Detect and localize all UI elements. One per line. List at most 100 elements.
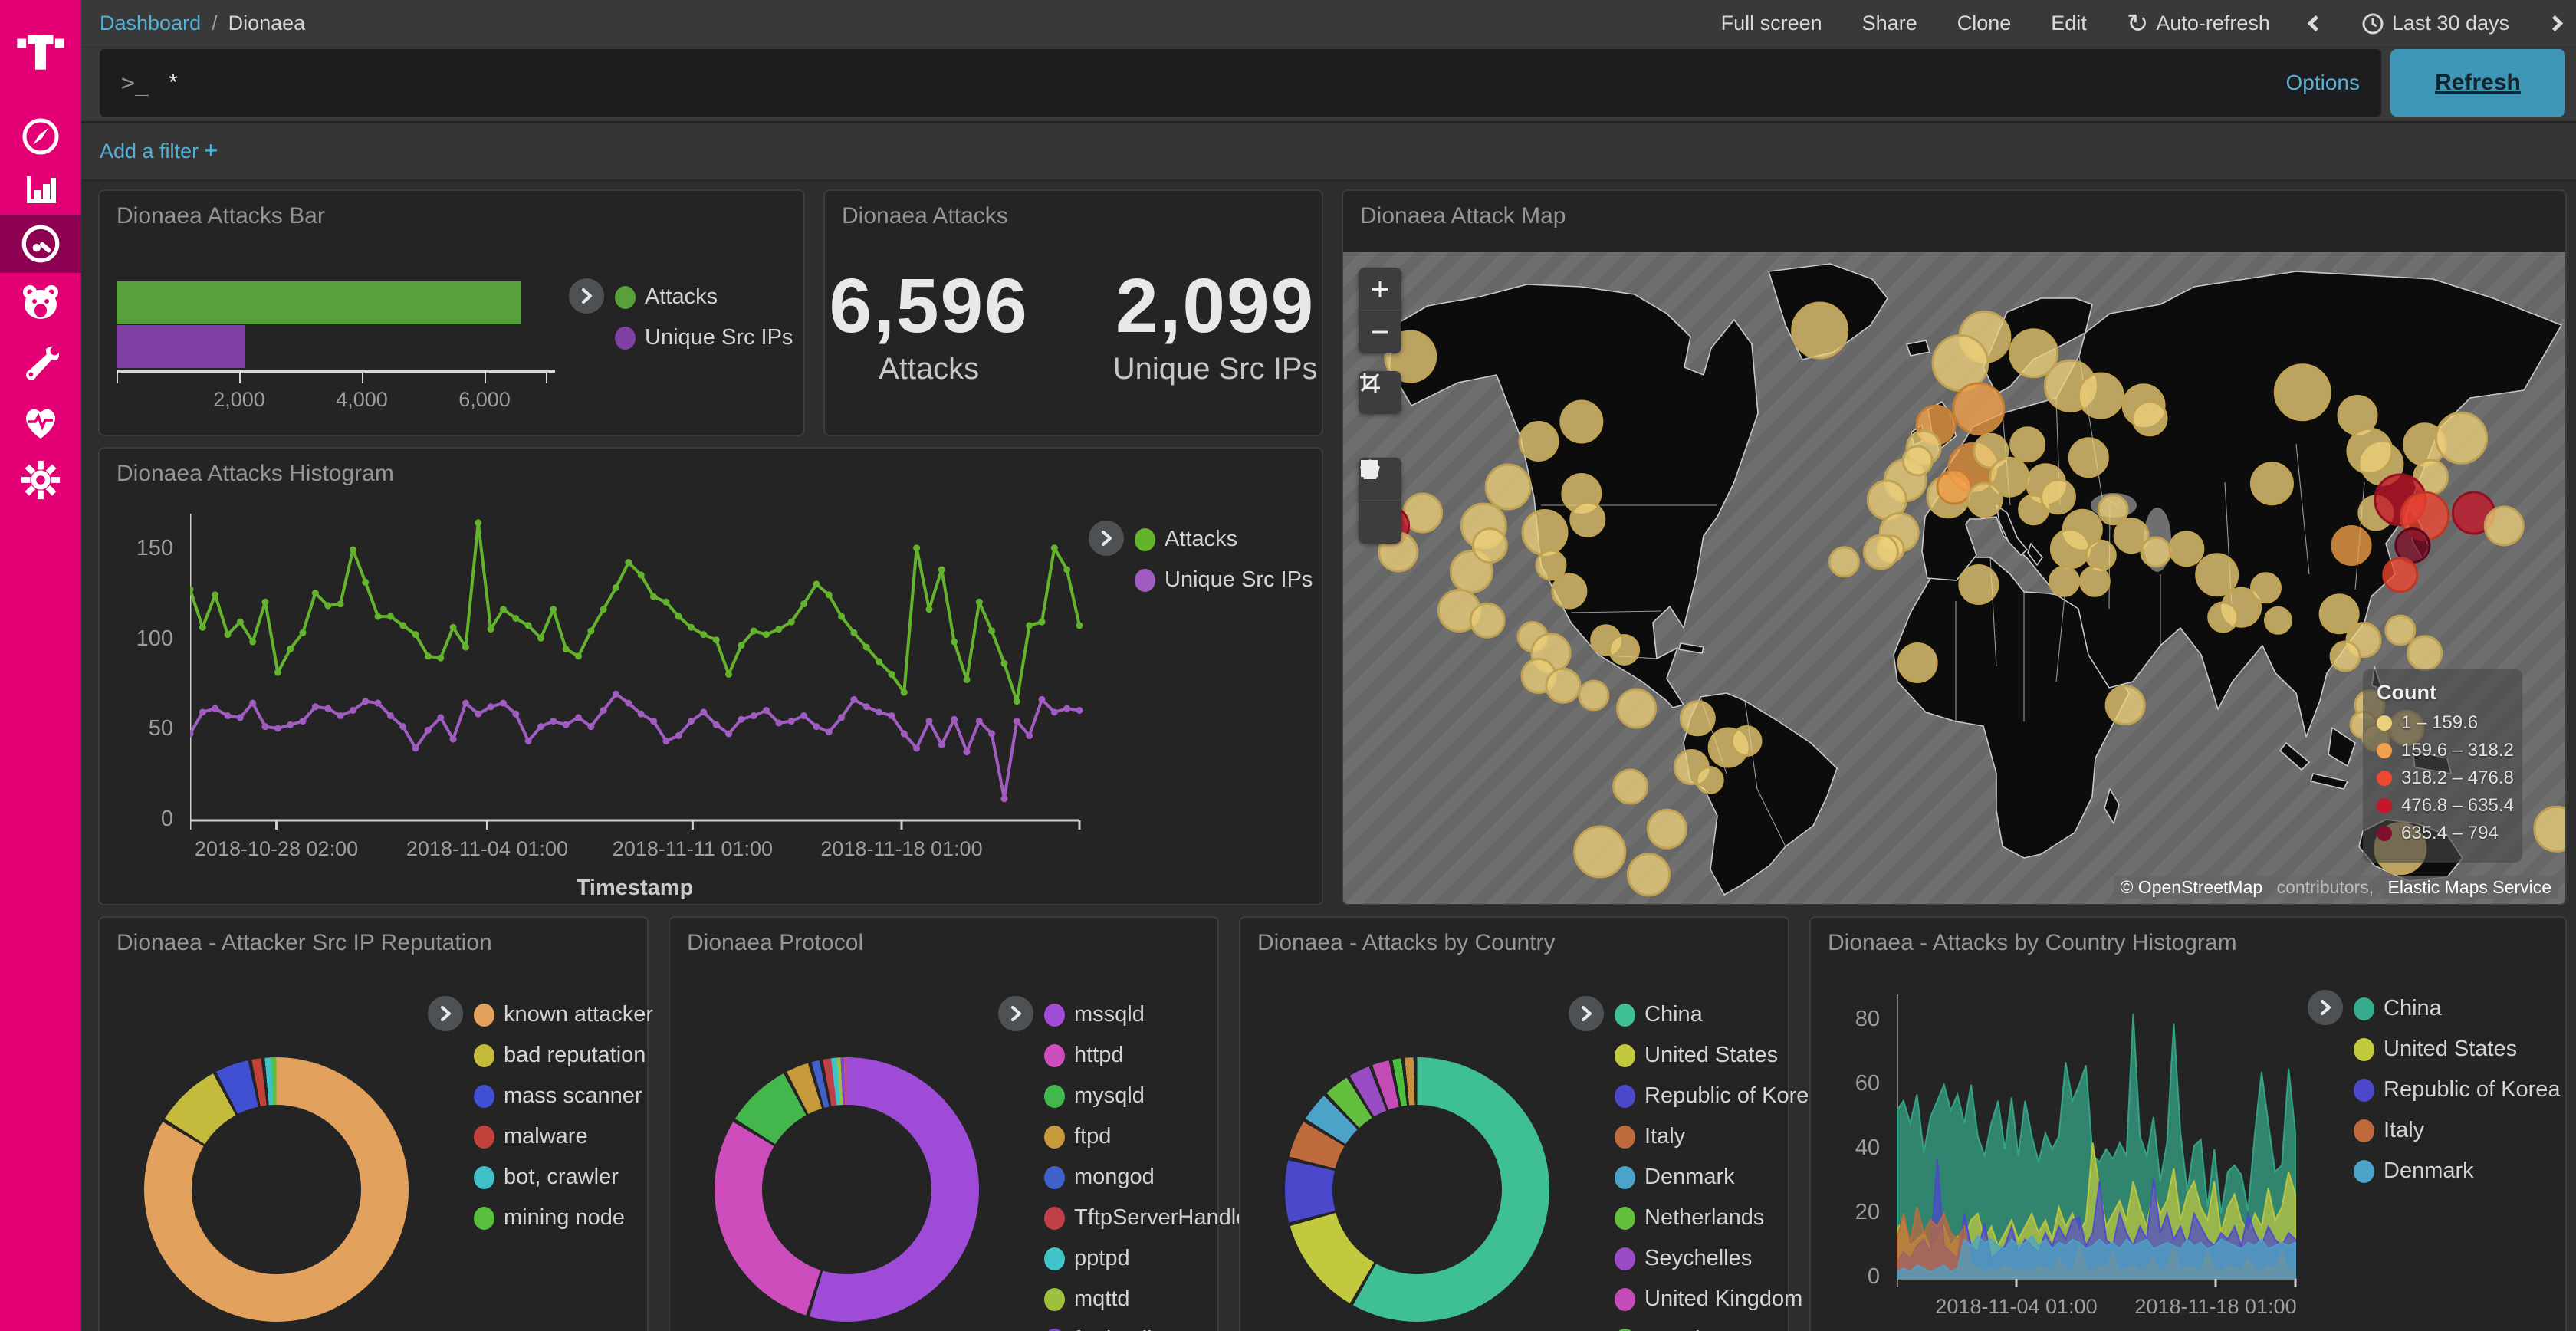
- legend-item[interactable]: Unique Src IPs: [1135, 567, 1313, 593]
- legend-item[interactable]: malware: [474, 1124, 653, 1149]
- auto-refresh-button[interactable]: ↻ Auto-refresh: [2126, 8, 2270, 38]
- options-link[interactable]: Options: [2285, 71, 2361, 94]
- plot-area[interactable]: [1891, 984, 2311, 1293]
- draw-rectangle-button[interactable]: [1359, 460, 1401, 544]
- plot-area[interactable]: [184, 503, 1095, 836]
- y-tick-label: 50: [148, 716, 173, 741]
- panel-dionaea-attacks-bar: Dionaea Attacks Bar 2,000 4,000 6,000 Attac…: [98, 189, 805, 436]
- bar-Unique Src IPs[interactable]: [117, 325, 245, 368]
- panel-title: Dionaea - Attacks by Country Histogram: [1828, 930, 2237, 955]
- legend-item[interactable]: mqttd: [1044, 1287, 1256, 1312]
- telekom-logo[interactable]: [0, 14, 81, 78]
- edit-button[interactable]: Edit: [2051, 12, 2087, 35]
- filter-bar: Add a filter +: [81, 121, 2576, 181]
- legend-item[interactable]: Seychelles: [1615, 1246, 1822, 1271]
- metric-value: 6,596: [829, 263, 1029, 349]
- legend-item[interactable]: Denmark: [1615, 1165, 1822, 1190]
- time-range-button[interactable]: Last 30 days: [2361, 12, 2509, 35]
- donut-chart[interactable]: [144, 1057, 409, 1322]
- legend-toggle-button[interactable]: [569, 278, 604, 314]
- legend-item[interactable]: bot, crawler: [474, 1165, 653, 1190]
- time-forward-button[interactable]: [2546, 15, 2564, 32]
- legend-toggle-button[interactable]: [1089, 521, 1124, 556]
- chart-legend: China United States Republic of Korea Italy…: [2308, 988, 2561, 1191]
- legend-color-dot: [474, 1084, 495, 1108]
- panel-dionaea-attacks-metric: Dionaea Attacks 6,596 Attacks 2,099 Unique …: [823, 189, 1323, 436]
- osm-attribution[interactable]: © OpenStreetMap: [2114, 876, 2269, 899]
- donut-chart[interactable]: [715, 1057, 979, 1322]
- y-tick-label: 100: [136, 626, 173, 651]
- legend-item[interactable]: ftpdatalisten: [1044, 1327, 1256, 1331]
- legend-item[interactable]: Unique Src IPs: [615, 325, 793, 350]
- refresh-button[interactable]: Refresh: [2390, 49, 2565, 117]
- legend-toggle-button[interactable]: [998, 996, 1033, 1031]
- x-tick-label: 6,000: [458, 388, 511, 411]
- breadcrumb-dashboard-link[interactable]: Dashboard: [100, 12, 202, 35]
- legend-label: Attacks: [1165, 527, 1238, 551]
- add-filter-button[interactable]: Add a filter +: [100, 138, 219, 163]
- sidebar-item-visualize[interactable]: [0, 159, 81, 218]
- legend-item[interactable]: Russia: [1615, 1327, 1822, 1331]
- legend-item[interactable]: Republic of Korea: [2354, 1077, 2561, 1103]
- zoom-in-button[interactable]: +: [1359, 268, 1401, 311]
- legend-item[interactable]: httpd: [1044, 1043, 1256, 1068]
- world-map[interactable]: + − Count 1 – 159.6 159.6 – 318.2 318.2 – 476…: [1343, 252, 2565, 904]
- legend-label: httpd: [1074, 1043, 1124, 1067]
- legend-toggle-button[interactable]: [2308, 990, 2343, 1025]
- legend-item[interactable]: Netherlands: [1615, 1205, 1822, 1231]
- x-axis-title: Timestamp: [576, 876, 694, 900]
- fit-bounds-button[interactable]: [1359, 371, 1401, 414]
- legend-label: pptpd: [1074, 1246, 1130, 1270]
- legend-item[interactable]: China: [1615, 1002, 1822, 1027]
- sidebar-item-tpot[interactable]: [0, 274, 81, 332]
- compass-icon: [22, 118, 59, 155]
- chart-legend: known attacker bad reputation mass scanner…: [428, 994, 653, 1238]
- legend-item[interactable]: Attacks: [1135, 527, 1313, 552]
- legend-toggle-button[interactable]: [1569, 996, 1604, 1031]
- y-tick-label: 20: [1855, 1199, 1880, 1224]
- bar-Attacks[interactable]: [117, 281, 521, 324]
- legend-item[interactable]: TftpServerHandler: [1044, 1205, 1256, 1231]
- legend-item[interactable]: Denmark: [2354, 1158, 2561, 1184]
- legend-color-dot: [1044, 1043, 1065, 1067]
- sidebar-item-tools[interactable]: [0, 333, 81, 391]
- legend-item[interactable]: Italy: [1615, 1124, 1822, 1149]
- legend-item[interactable]: mysqld: [1044, 1083, 1256, 1109]
- legend-item[interactable]: known attacker: [474, 1002, 653, 1027]
- fullscreen-button[interactable]: Full screen: [1720, 12, 1822, 35]
- legend-toggle-button[interactable]: [428, 996, 463, 1031]
- legend-item[interactable]: mass scanner: [474, 1083, 653, 1109]
- legend-item[interactable]: Republic of Korea: [1615, 1083, 1822, 1109]
- legend-item[interactable]: ftpd: [1044, 1124, 1256, 1149]
- map-legend-dot: [2377, 715, 2392, 731]
- sidebar-item-discover[interactable]: [0, 107, 81, 166]
- legend-item[interactable]: mining node: [474, 1205, 653, 1231]
- legend-item[interactable]: Italy: [2354, 1118, 2561, 1143]
- legend-item[interactable]: Attacks: [615, 284, 793, 310]
- y-tick-label: 60: [1855, 1070, 1880, 1096]
- sidebar-item-dashboard[interactable]: [0, 215, 81, 273]
- legend-item[interactable]: China: [2354, 996, 2561, 1021]
- sidebar-item-settings[interactable]: [0, 451, 81, 509]
- clone-button[interactable]: Clone: [1957, 12, 2012, 35]
- legend-color-dot: [1044, 1003, 1065, 1027]
- zoom-out-button[interactable]: −: [1370, 314, 1390, 350]
- share-button[interactable]: Share: [1861, 12, 1917, 35]
- sidebar-item-health[interactable]: [0, 392, 81, 450]
- legend-item[interactable]: mongod: [1044, 1165, 1256, 1190]
- telekom-t-icon: [17, 35, 64, 70]
- ems-attribution[interactable]: Elastic Maps Service: [2381, 876, 2558, 899]
- legend-item[interactable]: pptpd: [1044, 1246, 1256, 1271]
- legend-label: mqttd: [1074, 1287, 1130, 1311]
- legend-item[interactable]: United Kingdom: [1615, 1287, 1822, 1312]
- time-back-button[interactable]: [2307, 15, 2324, 32]
- legend-color-dot: [1615, 1084, 1635, 1108]
- legend-item[interactable]: United States: [1615, 1043, 1822, 1068]
- legend-item[interactable]: mssqld: [1044, 1002, 1256, 1027]
- panel-title: Dionaea Attacks: [842, 203, 1008, 228]
- donut-chart[interactable]: [1285, 1057, 1549, 1322]
- legend-item[interactable]: United States: [2354, 1037, 2561, 1062]
- x-tick-label: 4,000: [336, 388, 388, 411]
- legend-item[interactable]: bad reputation: [474, 1043, 653, 1068]
- search-input[interactable]: [169, 70, 2271, 96]
